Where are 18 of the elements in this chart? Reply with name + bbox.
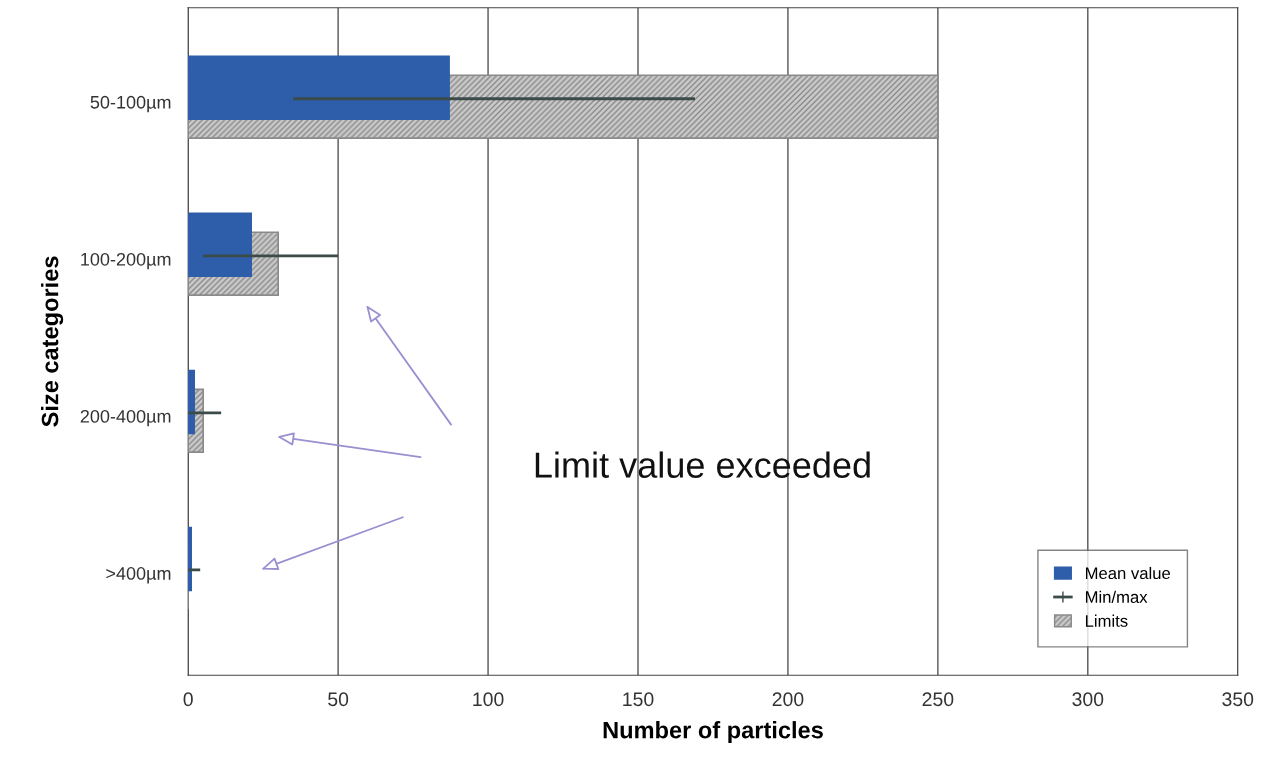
y-tick-label: >400µm [106, 567, 171, 584]
x-tick-label: 50 [328, 692, 349, 707]
legend-label: Min/max [1085, 590, 1148, 603]
y-tick-label: 200-400µm [80, 409, 171, 427]
x-tick-label: 300 [1072, 692, 1104, 707]
x-tick-label: 100 [473, 692, 504, 707]
y-tick-label: 100-200µm [81, 252, 171, 270]
x-tick-label: 150 [623, 692, 654, 707]
x-tick-label: 350 [1222, 692, 1254, 707]
x-tick-label: 0 [183, 692, 193, 707]
legend-label: Mean value [1085, 566, 1171, 580]
y-axis-title: Size categories [41, 256, 64, 427]
legend-label: Limits [1085, 614, 1128, 627]
x-tick-label: 250 [922, 692, 954, 707]
x-axis-title: Number of particles [603, 721, 823, 744]
x-tick-label: 200 [772, 692, 804, 707]
y-tick-label: 50-100µm [90, 95, 171, 113]
annotation: Limit value exceeded [535, 451, 870, 478]
